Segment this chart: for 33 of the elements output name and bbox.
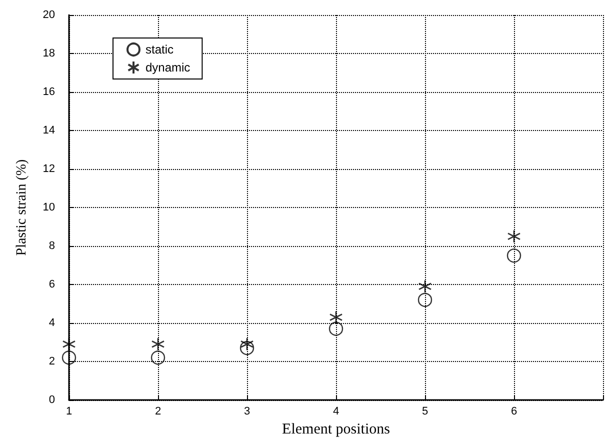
y-tick-label: 16: [42, 86, 55, 98]
legend-label: dynamic: [146, 60, 190, 74]
y-tick-label: 12: [42, 163, 55, 175]
y-tick-label: 18: [42, 48, 55, 60]
y-tick-label: 20: [42, 9, 55, 21]
y-tick-label: 8: [48, 240, 55, 252]
point: [62, 337, 76, 351]
point: [506, 248, 522, 263]
y-tick-label: 10: [42, 202, 55, 214]
point: [150, 350, 166, 365]
legend-label: static: [146, 42, 174, 56]
y-tick-label: 2: [48, 356, 55, 368]
x-tick-label: 4: [332, 406, 340, 418]
x-tick-label: 3: [244, 406, 250, 418]
y-tick-label: 14: [42, 124, 55, 136]
point: [418, 292, 432, 307]
point: [418, 280, 432, 294]
x-tick-label: 5: [422, 406, 428, 418]
y-axis-title: Plastic strain (%): [14, 158, 30, 256]
point: [240, 340, 254, 356]
x-tick-label: 2: [154, 406, 162, 418]
y-tick-label: 6: [48, 278, 55, 290]
y-tick-label: 0: [48, 394, 55, 406]
point: [240, 337, 254, 351]
point: [328, 322, 344, 336]
x-tick-label: 6: [510, 406, 518, 418]
x-axis-title: Element positions: [282, 422, 390, 438]
point: [62, 350, 76, 365]
x-tick-label: 1: [66, 406, 72, 418]
point: [329, 310, 343, 324]
y-tick-label: 4: [48, 317, 55, 329]
point: [151, 337, 165, 351]
point: [507, 230, 521, 244]
